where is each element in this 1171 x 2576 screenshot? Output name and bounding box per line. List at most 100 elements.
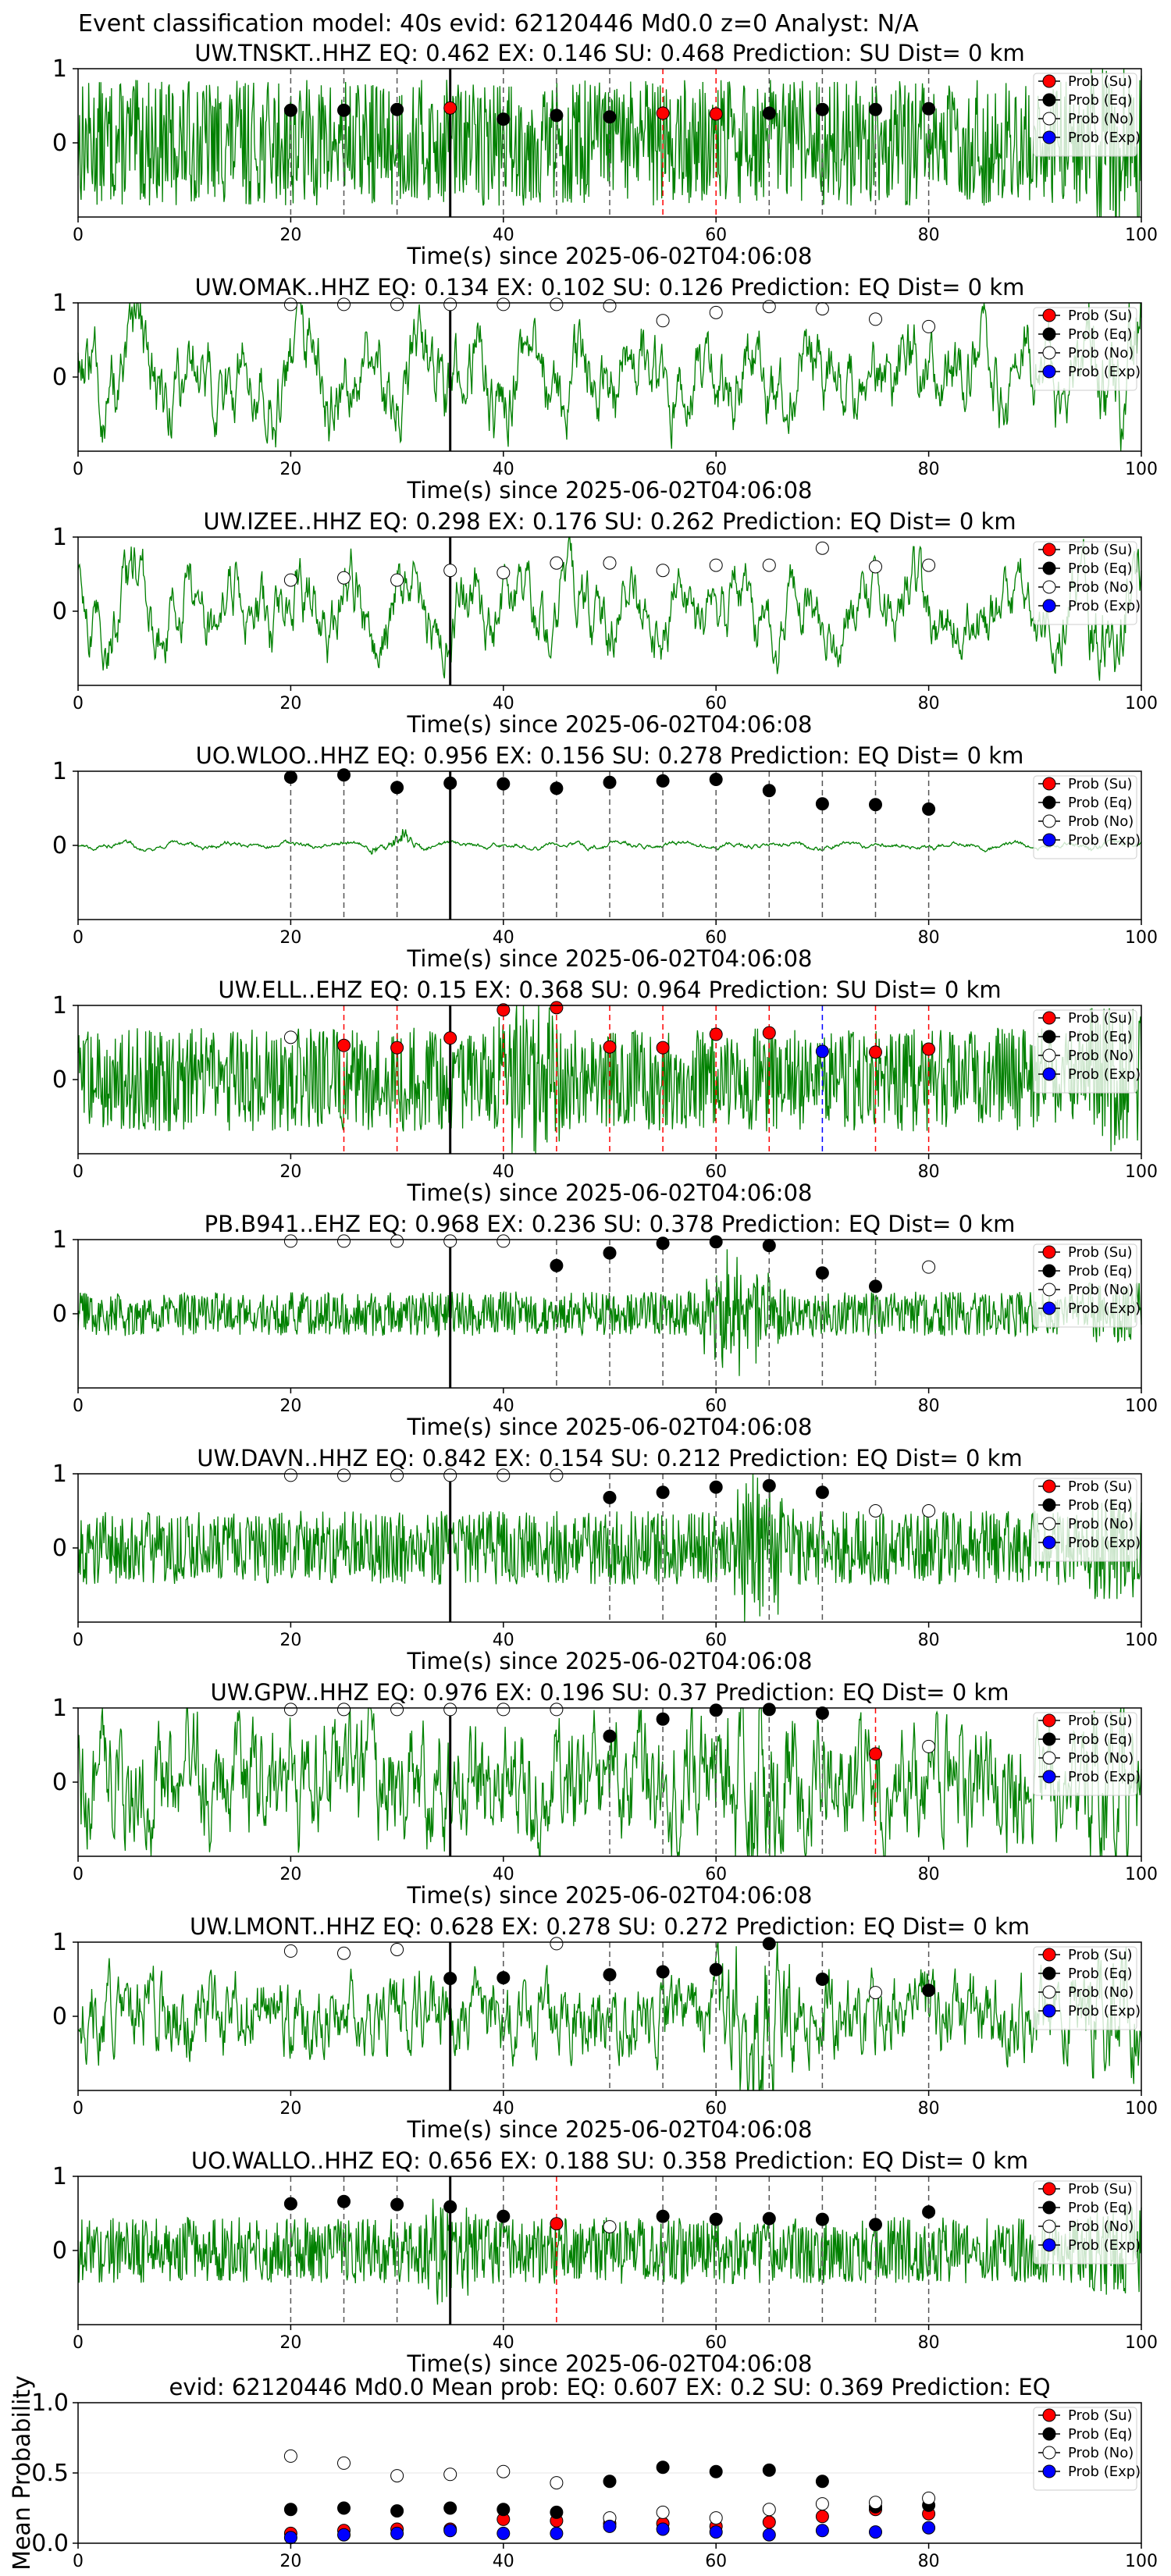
legend-label-exp: Prob (Exp) [1068,130,1141,146]
ytick-label: 1 [52,524,67,551]
ytick-label: 1 [52,758,67,785]
xtick-label: 20 [279,226,301,245]
xtick-label: 60 [705,694,727,713]
legend-marker-exp [1042,1301,1056,1315]
legend-marker-su [1042,543,1056,557]
prob-marker-no [922,1260,936,1274]
waveform-trace [77,2198,1142,2305]
waveform-trace [77,536,1142,681]
mean-prob-marker-exp [497,2526,511,2540]
prob-marker-no [283,1468,297,1482]
legend-marker-su [1042,1713,1056,1727]
legend-label-exp: Prob (Exp) [1068,1535,1141,1551]
mean-prob-marker-eq [709,2464,723,2478]
legend-box [1033,1244,1137,1328]
prob-marker-eq [337,768,351,782]
prob-marker-no [550,297,564,311]
mean-prob-marker-no [656,2505,670,2519]
legend-label-eq: Prob (Eq) [1068,92,1133,109]
ytick-label: 0 [52,598,67,625]
panel-uw-davn-hhz: UW.DAVN..HHZ EQ: 0.842 EX: 0.154 SU: 0.2… [52,1445,1158,1674]
legend-marker-su [1042,1011,1056,1025]
legend-label-exp: Prob (Exp) [1068,832,1141,849]
legend-label-su: Prob (Su) [1068,2407,1133,2424]
legend-marker-no [1042,814,1056,828]
prob-marker-no [283,1944,297,1958]
figure-suptitle: Event classification model: 40s evid: 62… [78,10,919,37]
legend-label-eq: Prob (Eq) [1068,560,1133,577]
ytick-label: 0 [52,1066,67,1094]
panel-uo-wloo-hhz: UO.WLOO..HHZ EQ: 0.956 EX: 0.156 SU: 0.2… [52,742,1158,972]
legend-label-eq: Prob (Eq) [1068,1497,1133,1514]
legend-box [1033,1478,1137,1562]
legend-marker-su [1042,1245,1056,1259]
prob-marker-no [709,305,723,319]
mean-prob-marker-exp [603,2519,617,2533]
legend-marker-eq [1042,93,1056,107]
prob-marker-eq [603,775,617,789]
x-axis-label: Time(s) since 2025-06-02T04:06:08 [407,711,813,738]
panel-title: UW.TNSKT..HHZ EQ: 0.462 EX: 0.146 SU: 0.… [194,40,1024,66]
xtick-label: 60 [705,2333,727,2353]
xtick-label: 80 [918,1865,940,1884]
legend-label-su: Prob (Su) [1068,2181,1133,2197]
prob-marker-eq [762,106,776,120]
xtick-label: 80 [918,694,940,713]
prob-marker-su [656,1041,670,1055]
prob-marker-eq [709,1703,723,1717]
prob-marker-eq [443,776,457,790]
prob-marker-no [337,1234,351,1248]
y-axis-label: Mean Probability [9,2375,36,2571]
xtick-label: 20 [279,928,301,948]
panel-uw-omak-hhz: UW.OMAK..HHZ EQ: 0.134 EX: 0.102 SU: 0.1… [52,274,1158,503]
prob-marker-eq [922,1984,936,1998]
prob-marker-su [550,1001,564,1015]
ytick-label: 1 [52,1461,67,1488]
prob-marker-no [550,1937,564,1951]
legend-marker-no [1042,1517,1056,1531]
xtick-label: 100 [1125,1631,1158,1650]
xtick-label: 80 [918,928,940,948]
ytick-label: 1 [52,2163,67,2190]
prob-marker-eq [709,772,723,786]
xtick-label: 0 [73,2333,84,2353]
xtick-label: 40 [493,694,514,713]
legend-label-no: Prob (No) [1068,813,1134,830]
xtick-label: 100 [1125,2552,1158,2571]
xtick-label: 0 [73,1162,84,1182]
prob-marker-su [762,1026,776,1040]
legend-marker-su [1042,1948,1056,1962]
x-axis-label: Time(s) since 2025-06-02T04:06:08 [407,477,813,503]
xtick-label: 40 [493,2099,514,2119]
xtick-label: 100 [1125,2099,1158,2119]
ytick-label: 1.0 [31,2389,69,2417]
legend-label-no: Prob (No) [1068,1516,1134,1532]
panel-pb-b941-ehz: PB.B941..EHZ EQ: 0.968 EX: 0.236 SU: 0.3… [52,1211,1158,1440]
legend-marker-no [1042,2219,1056,2233]
mean-prob-marker-exp [815,2524,829,2538]
ytick-label: 1 [52,55,67,83]
legend-label-su: Prob (Su) [1068,73,1133,90]
prob-marker-eq [709,2212,723,2226]
xtick-label: 100 [1125,928,1158,948]
legend-marker-exp [1042,1535,1056,1550]
mean-prob-marker-exp [762,2528,776,2542]
mean-prob-marker-eq [443,2501,457,2515]
panel-uw-gpw-hhz: UW.GPW..HHZ EQ: 0.976 EX: 0.196 SU: 0.37… [52,1679,1158,1909]
legend-label-exp: Prob (Exp) [1068,364,1141,380]
prob-marker-eq [656,1712,670,1726]
prob-marker-eq [390,781,404,795]
prob-marker-no [762,558,776,572]
legend-label-su: Prob (Su) [1068,1478,1133,1495]
legend-label-exp: Prob (Exp) [1068,1066,1141,1083]
mean-prob-marker-eq [603,2475,617,2489]
panel-uw-lmont-hhz: UW.LMONT..HHZ EQ: 0.628 EX: 0.278 SU: 0.… [52,1913,1158,2143]
xtick-label: 20 [279,1865,301,1884]
legend-marker-exp [1042,365,1056,379]
prob-marker-su [709,107,723,121]
legend-marker-no [1042,2446,1056,2460]
prob-marker-no [443,297,457,311]
prob-marker-no [762,300,776,314]
xtick-label: 100 [1125,2333,1158,2353]
prob-marker-no [337,1468,351,1482]
